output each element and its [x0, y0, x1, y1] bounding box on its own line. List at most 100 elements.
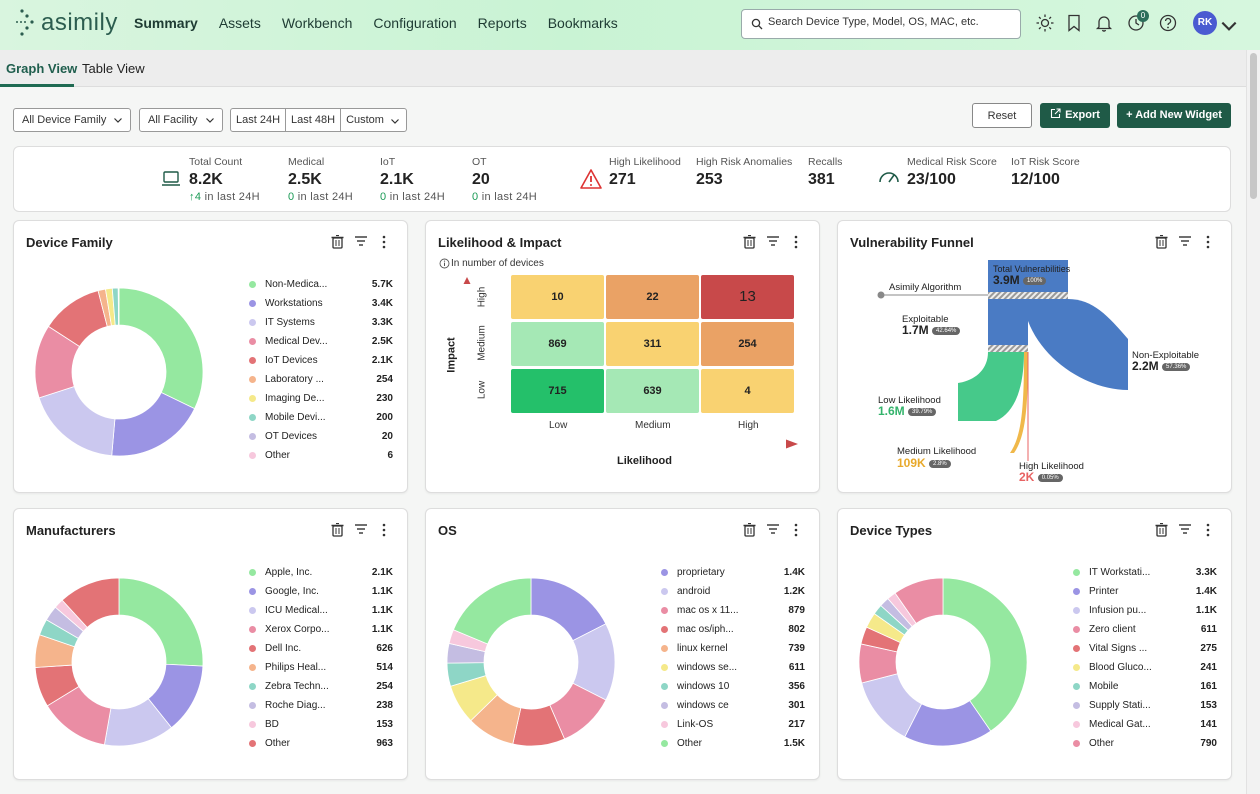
- delete-icon[interactable]: [331, 234, 344, 249]
- legend-item[interactable]: windows ce 301: [661, 698, 805, 717]
- nav-configuration[interactable]: Configuration: [373, 15, 457, 31]
- nav-bookmarks[interactable]: Bookmarks: [547, 15, 618, 31]
- legend-item[interactable]: Other 790: [1073, 736, 1217, 755]
- heatmap-cell[interactable]: 10: [511, 275, 604, 319]
- donut-slice[interactable]: [38, 385, 116, 457]
- stat-ot[interactable]: OT 20 0 in last 24H: [472, 156, 537, 203]
- bell-icon[interactable]: [1094, 13, 1114, 33]
- legend-item[interactable]: windows se... 611: [661, 660, 805, 679]
- legend-item[interactable]: mac os x 11... 879: [661, 603, 805, 622]
- legend-item[interactable]: Zero client 611: [1073, 622, 1217, 641]
- stat-medical[interactable]: Medical 2.5K 0 in last 24H: [288, 156, 353, 203]
- nav-assets[interactable]: Assets: [218, 15, 261, 31]
- legend-item[interactable]: Apple, Inc. 2.1K: [249, 565, 393, 584]
- heatmap-cell[interactable]: 13: [701, 275, 794, 319]
- os-donut-chart[interactable]: [446, 577, 616, 747]
- filter-icon[interactable]: [1179, 236, 1191, 246]
- legend-item[interactable]: Other 963: [249, 736, 393, 755]
- more-options-icon[interactable]: [1206, 523, 1210, 537]
- heatmap-cell[interactable]: 22: [606, 275, 699, 319]
- stat-iot-risk-score[interactable]: IoT Risk Score 12/100: [1011, 156, 1080, 189]
- legend-item[interactable]: Workstations 3.4K: [249, 296, 393, 315]
- last-24h-option[interactable]: Last 24H: [231, 109, 287, 131]
- activity-clock-icon[interactable]: [1126, 13, 1146, 33]
- legend-item[interactable]: Philips Heal... 514: [249, 660, 393, 679]
- legend-item[interactable]: BD 153: [249, 717, 393, 736]
- delete-icon[interactable]: [743, 234, 756, 249]
- low-likelihood-flow[interactable]: [958, 352, 1024, 421]
- last-48h-option[interactable]: Last 48H: [286, 109, 342, 131]
- tab-graph-view[interactable]: Graph View: [6, 61, 78, 76]
- heatmap-cell[interactable]: 254: [701, 322, 794, 366]
- legend-item[interactable]: ICU Medical... 1.1K: [249, 603, 393, 622]
- nav-workbench[interactable]: Workbench: [281, 15, 353, 31]
- filter-icon[interactable]: [1179, 524, 1191, 534]
- legend-item[interactable]: Other 6: [249, 448, 393, 467]
- legend-item[interactable]: Medical Dev... 2.5K: [249, 334, 393, 353]
- device-family-dropdown[interactable]: All Device Family: [13, 108, 131, 132]
- donut-slice[interactable]: [894, 577, 944, 624]
- donut-slice[interactable]: [61, 577, 120, 628]
- search-input[interactable]: [768, 16, 1016, 28]
- export-button[interactable]: Export: [1040, 103, 1110, 128]
- legend-item[interactable]: Vital Signs ... 275: [1073, 641, 1217, 660]
- delete-icon[interactable]: [743, 522, 756, 537]
- legend-item[interactable]: IT Systems 3.3K: [249, 315, 393, 334]
- delete-icon[interactable]: [1155, 234, 1168, 249]
- non-exploitable-flow[interactable]: [1028, 299, 1128, 390]
- donut-slice[interactable]: [942, 577, 1028, 732]
- legend-item[interactable]: Google, Inc. 1.1K: [249, 584, 393, 603]
- user-avatar[interactable]: RK: [1193, 11, 1217, 35]
- info-icon[interactable]: [439, 258, 450, 269]
- legend-item[interactable]: IoT Devices 2.1K: [249, 353, 393, 372]
- nav-reports[interactable]: Reports: [477, 15, 527, 31]
- stat-iot[interactable]: IoT 2.1K 0 in last 24H: [380, 156, 445, 203]
- legend-item[interactable]: Laboratory ... 254: [249, 372, 393, 391]
- legend-item[interactable]: IT Workstati... 3.3K: [1073, 565, 1217, 584]
- more-options-icon[interactable]: [1206, 235, 1210, 249]
- heatmap-cell[interactable]: 311: [606, 322, 699, 366]
- theme-sun-icon[interactable]: [1035, 13, 1055, 33]
- total-vulnerabilities-bar[interactable]: [988, 260, 1068, 292]
- legend-item[interactable]: Non-Medica... 5.7K: [249, 277, 393, 296]
- legend-item[interactable]: Zebra Techn... 254: [249, 679, 393, 698]
- page-scrollbar[interactable]: [1246, 50, 1260, 794]
- custom-range-dropdown[interactable]: Custom: [341, 109, 406, 131]
- heatmap-cell[interactable]: 4: [701, 369, 794, 413]
- asimily-logo[interactable]: asimily: [14, 7, 117, 41]
- stat-total-count[interactable]: Total Count 8.2K ↑4 in last 24H: [189, 156, 260, 203]
- filter-icon[interactable]: [767, 524, 779, 534]
- exploitable-bar[interactable]: [988, 299, 1028, 345]
- delete-icon[interactable]: [1155, 522, 1168, 537]
- bookmark-icon[interactable]: [1064, 13, 1084, 33]
- vulnerability-funnel-chart[interactable]: [838, 221, 1233, 494]
- device-types-donut-chart[interactable]: [858, 577, 1028, 747]
- facility-dropdown[interactable]: All Facility: [139, 108, 223, 132]
- search-box[interactable]: [741, 9, 1021, 39]
- legend-item[interactable]: Imaging De... 230: [249, 391, 393, 410]
- nav-summary[interactable]: Summary: [134, 15, 198, 31]
- legend-item[interactable]: Printer 1.4K: [1073, 584, 1217, 603]
- scrollbar-thumb[interactable]: [1250, 53, 1257, 199]
- stat-recalls[interactable]: Recalls 381: [808, 156, 842, 189]
- heatmap-cell[interactable]: 869: [511, 322, 604, 366]
- medium-likelihood-flow[interactable]: [1010, 352, 1028, 453]
- legend-item[interactable]: OT Devices 20: [249, 429, 393, 448]
- manufacturers-donut-chart[interactable]: [34, 577, 204, 747]
- legend-item[interactable]: Dell Inc. 626: [249, 641, 393, 660]
- legend-item[interactable]: mac os/iph... 802: [661, 622, 805, 641]
- reset-button[interactable]: Reset: [972, 103, 1032, 128]
- legend-item[interactable]: android 1.2K: [661, 584, 805, 603]
- device-family-donut-chart[interactable]: [34, 287, 204, 457]
- donut-slice[interactable]: [452, 577, 532, 645]
- filter-icon[interactable]: [767, 236, 779, 246]
- legend-item[interactable]: proprietary 1.4K: [661, 565, 805, 584]
- legend-item[interactable]: Medical Gat... 141: [1073, 717, 1217, 736]
- help-icon[interactable]: [1158, 13, 1178, 33]
- avatar-chevron-down-icon[interactable]: [1219, 16, 1239, 36]
- stat-high-risk-anomalies[interactable]: High Risk Anomalies 253: [696, 156, 792, 189]
- filter-icon[interactable]: [355, 236, 367, 246]
- add-new-widget-button[interactable]: + Add New Widget: [1117, 103, 1231, 128]
- heatmap-cell[interactable]: 715: [511, 369, 604, 413]
- donut-slice[interactable]: [118, 577, 204, 667]
